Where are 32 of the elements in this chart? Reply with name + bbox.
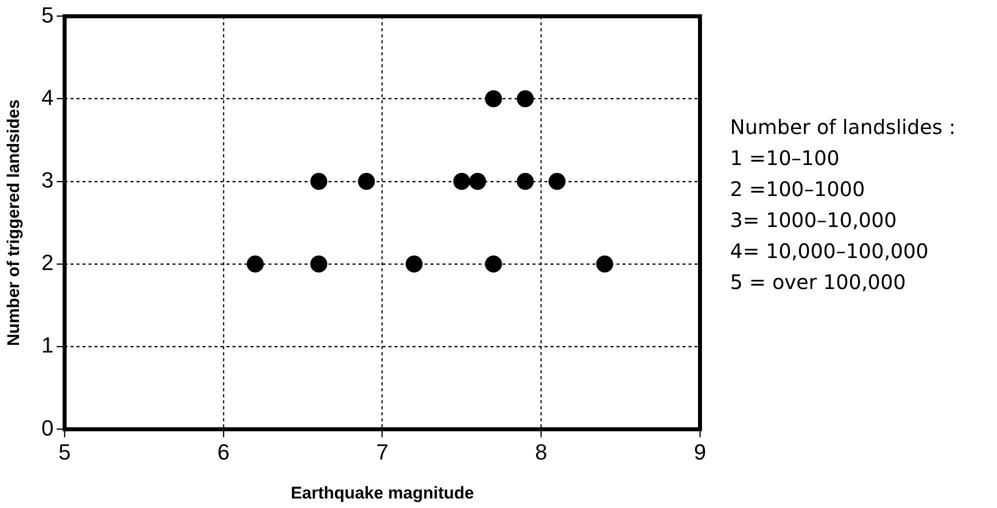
y-tick-label: 0 [41, 415, 54, 440]
point [406, 256, 423, 272]
point [485, 90, 502, 108]
text: 2 =100–1000 [730, 176, 866, 203]
point [453, 172, 470, 190]
point [485, 256, 502, 272]
x-tick-label: 6 [217, 439, 230, 464]
point [358, 172, 375, 190]
x-tick-label: 7 [376, 439, 388, 464]
text: 1 =10–100 [730, 145, 840, 172]
y-tick-label: 4 [41, 84, 54, 110]
y-tick-label: 1 [41, 332, 54, 358]
y-tick-label: 3 [41, 167, 54, 192]
y-tick-label: 2 [41, 250, 54, 276]
y-axis-title: Number of triggered landsides [4, 99, 23, 346]
x-tick-label: 9 [694, 439, 706, 464]
point [596, 256, 614, 272]
point [516, 172, 534, 190]
text: 3= 1000–10,000 [730, 207, 898, 234]
point [469, 172, 486, 190]
text: Number of landslides : [730, 114, 956, 141]
point [310, 172, 328, 190]
y-tick-label: 5 [41, 2, 54, 28]
x-tick-label: 5 [58, 439, 71, 464]
text: 4= 10,000–100,000 [730, 238, 930, 265]
x-axis-title: Earthquake magnitude [290, 483, 474, 502]
point [246, 256, 264, 272]
point [516, 90, 534, 108]
point [548, 172, 566, 190]
point [310, 256, 328, 272]
text: 5 = over 100,000 [730, 269, 907, 296]
x-tick-label: 8 [535, 439, 548, 464]
